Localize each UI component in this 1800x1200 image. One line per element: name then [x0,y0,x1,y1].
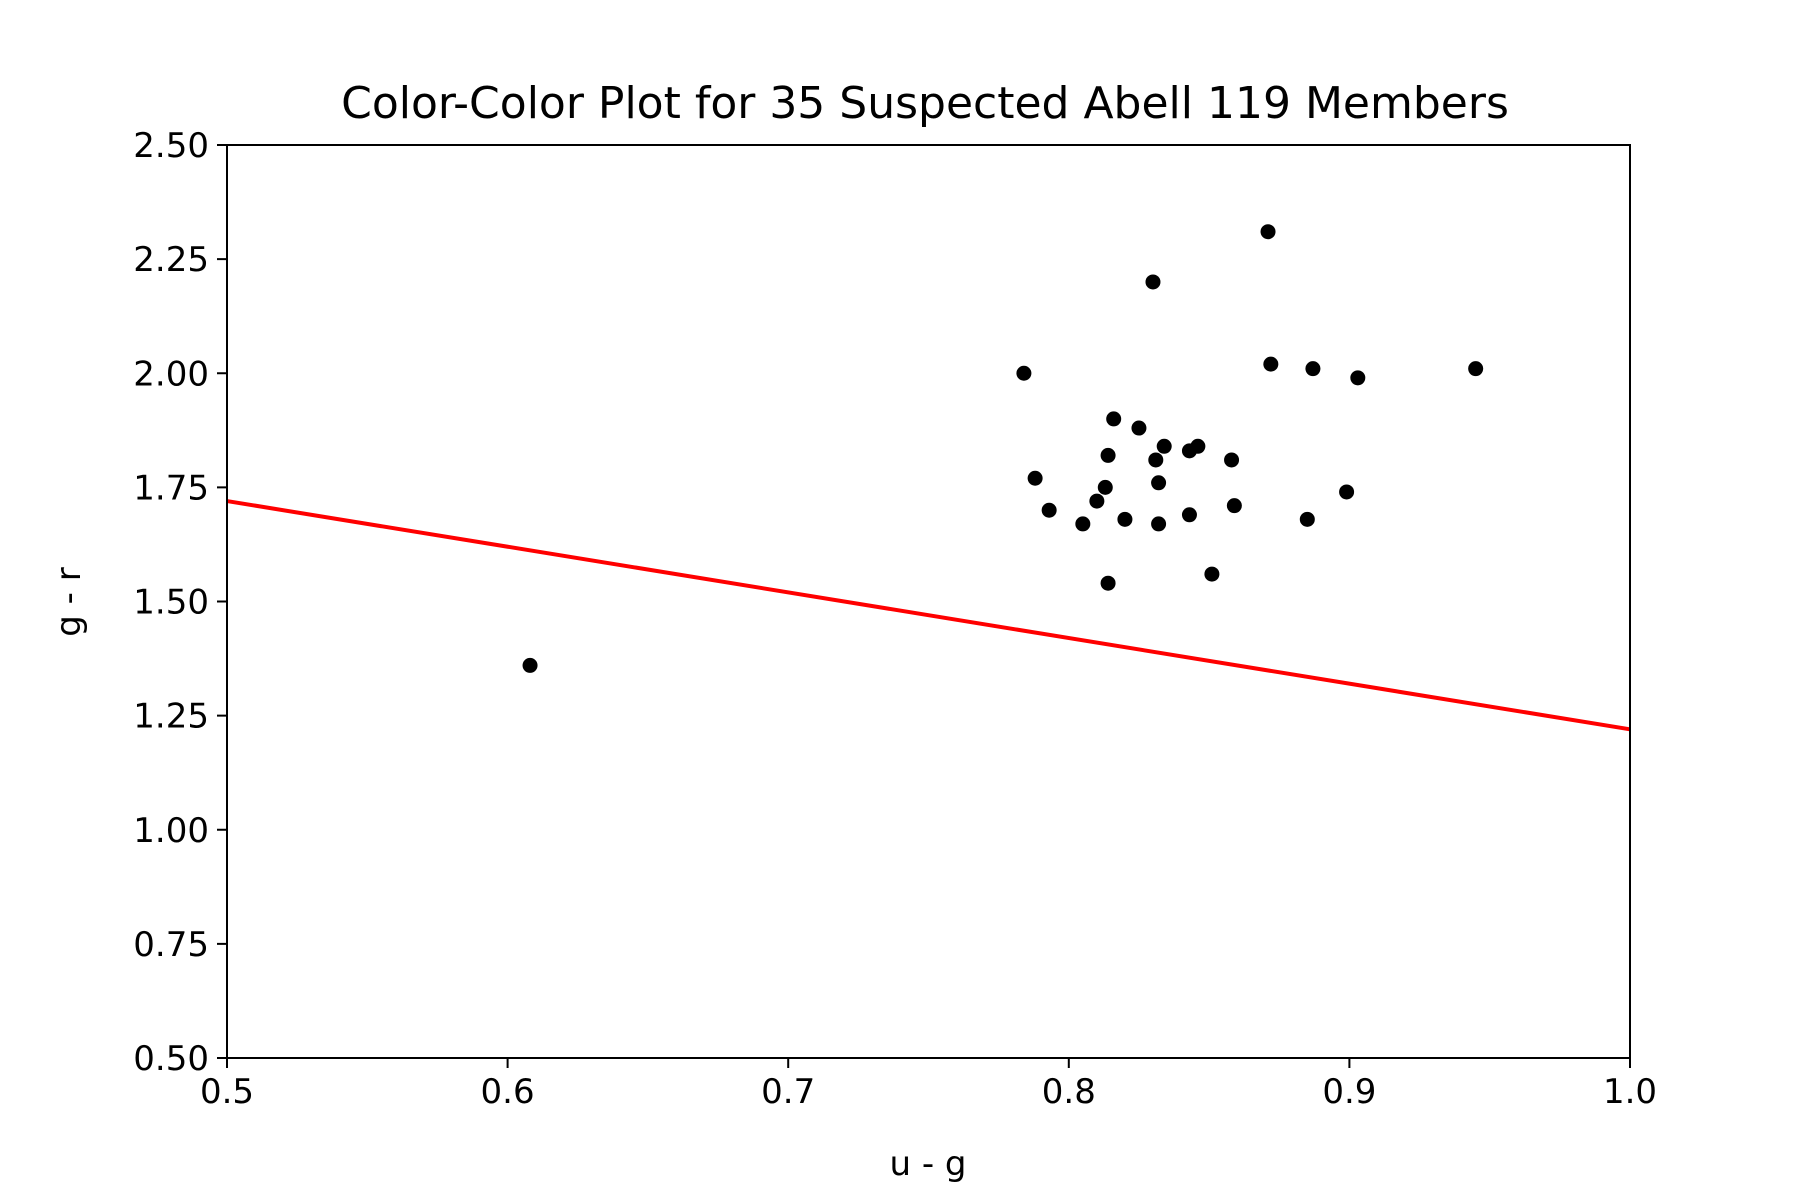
scatter-point [1148,452,1164,468]
scatter-point [1226,498,1242,514]
x-tick-label: 0.6 [481,1072,535,1112]
scatter-point [1190,438,1206,454]
y-tick-label: 2.25 [133,240,209,280]
x-tick-label: 0.5 [200,1072,254,1112]
scatter-point [1100,447,1116,463]
x-tick-label: 0.7 [761,1072,815,1112]
scatter-point [1145,274,1161,290]
scatter-point [1263,356,1279,372]
plot-background [227,145,1630,1058]
x-tick-label: 1.0 [1603,1072,1657,1112]
y-tick-label: 1.50 [133,583,209,623]
y-tick-label: 1.75 [133,468,209,508]
scatter-point [1131,420,1147,436]
series-layer [226,224,1631,732]
scatter-point [1106,411,1122,427]
plot-frame [226,144,1631,1059]
scatter-point [1224,452,1240,468]
scatter-point [1204,566,1220,582]
scatter-point [1156,438,1172,454]
scatter-point [1339,484,1355,500]
scatter-point [1089,493,1105,509]
scatter-point [1027,470,1043,486]
scatter-point [1041,502,1057,518]
scatter-point [1151,475,1167,491]
x-tick-label: 0.9 [1322,1072,1376,1112]
y-tick-label: 1.00 [133,811,209,851]
y-tick-label: 0.50 [133,1039,209,1079]
scatter-point [1075,516,1091,532]
plot-area [227,145,1630,1058]
scatter-point [1181,507,1197,523]
x-axis-ticks: 0.5 0.6 0.7 0.8 0.9 1.0 [200,1058,1657,1112]
y-tick-label: 0.75 [133,925,209,965]
scatter-point [522,657,538,673]
x-axis-label: u - g [889,1144,966,1184]
y-tick-label: 2.50 [133,126,209,166]
scatter-point [1350,370,1366,386]
scatter-point [1151,516,1167,532]
scatter-point [1100,575,1116,591]
scatter-point [1016,365,1032,381]
y-axis-ticks: 0.50 0.75 1.00 1.25 1.50 1.75 2.00 2.25 2.50 [133,126,227,1079]
scatter-point [1097,479,1113,495]
y-tick-label: 1.25 [133,697,209,737]
scatter-point [1117,511,1133,527]
y-axis-label: g - r [49,567,89,636]
scatter-point [1260,224,1276,240]
scatter-point [1305,361,1321,377]
x-tick-label: 0.8 [1042,1072,1096,1112]
scatter-point [1468,361,1484,377]
scatter-point [1299,511,1315,527]
chart-title: Color-Color Plot for 35 Suspected Abell … [341,78,1509,129]
red-dividing-line [226,499,1631,732]
y-tick-label: 2.00 [133,354,209,394]
